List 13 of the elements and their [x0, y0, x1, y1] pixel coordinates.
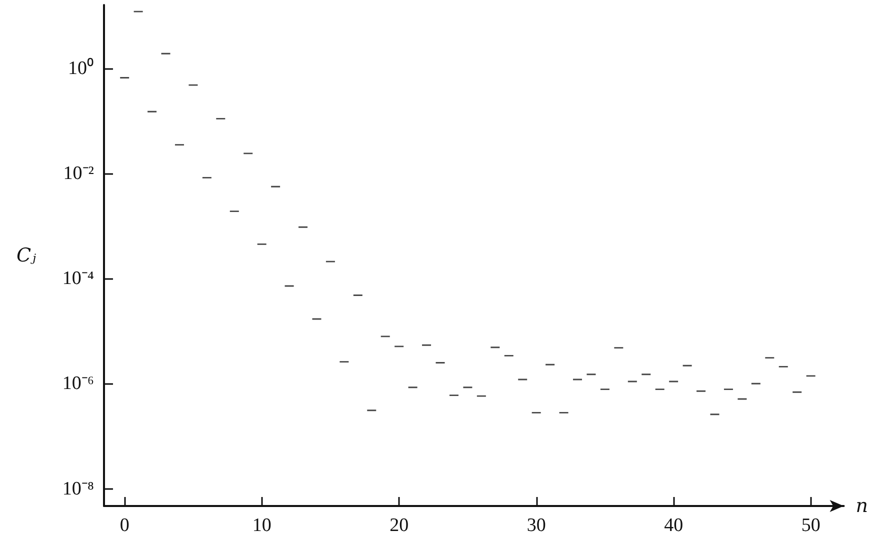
x-tick-label: 10	[252, 515, 272, 535]
x-tick-label: 20	[390, 515, 409, 535]
x-axis-title: n	[856, 495, 868, 517]
x-tick-label: 0	[120, 515, 130, 535]
y-tick-label: 10⁻⁴	[62, 268, 94, 290]
y-tick-label: 10⁻²	[63, 162, 94, 184]
y-tick-label: 10⁰	[68, 56, 94, 79]
x-tick-label: 40	[664, 515, 684, 535]
y-tick-label: 10⁻⁶	[62, 373, 94, 394]
x-tick-label: 30	[526, 515, 546, 535]
y-axis-title: Cⱼ	[16, 244, 36, 266]
y-tick-label: 10⁻⁸	[62, 478, 94, 500]
x-tick-label: 50	[801, 515, 820, 535]
